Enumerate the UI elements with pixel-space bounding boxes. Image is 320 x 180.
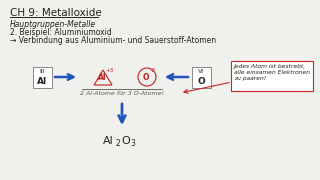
FancyBboxPatch shape [231, 61, 313, 91]
Text: 2. Beispiel: Aluminiumoxid: 2. Beispiel: Aluminiumoxid [10, 28, 112, 37]
Text: → Verbindung aus Aluminium- und Sauerstoff-Atomen: → Verbindung aus Aluminium- und Sauersto… [10, 36, 216, 45]
Text: Al: Al [98, 73, 106, 82]
Text: 2 Al-Atome für 3 O-Atome!: 2 Al-Atome für 3 O-Atome! [80, 91, 164, 96]
Text: O: O [197, 77, 205, 86]
Text: 2: 2 [116, 139, 121, 148]
Text: O: O [121, 136, 130, 146]
Text: O: O [143, 73, 149, 82]
FancyBboxPatch shape [33, 66, 52, 87]
Text: 3: 3 [130, 139, 135, 148]
Text: Hauptgruppen-Metalle: Hauptgruppen-Metalle [10, 20, 96, 29]
Text: CH 9: Metalloxide: CH 9: Metalloxide [10, 8, 102, 18]
Text: Jedes Atom ist bestrebt,
alle einsamen Elektronen
zu paaren!: Jedes Atom ist bestrebt, alle einsamen E… [234, 64, 310, 81]
Text: III: III [39, 69, 45, 74]
Text: Al: Al [37, 77, 47, 86]
Text: VI: VI [198, 69, 204, 74]
Text: +3: +3 [106, 69, 114, 73]
Text: –2: –2 [150, 68, 156, 73]
Text: Al: Al [103, 136, 114, 146]
FancyBboxPatch shape [191, 66, 211, 87]
